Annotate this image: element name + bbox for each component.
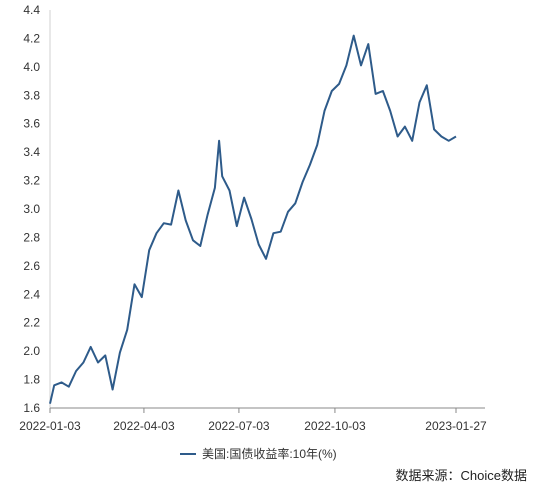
y-tick-label: 3.6 bbox=[23, 117, 40, 131]
y-tick-label: 4.2 bbox=[23, 31, 40, 45]
x-tick-label: 2022-10-03 bbox=[304, 419, 366, 433]
y-tick-label: 3.2 bbox=[23, 174, 40, 188]
x-tick-label: 2022-04-03 bbox=[113, 419, 175, 433]
y-tick-labels: 1.6 1.8 2.0 2.2 2.4 2.6 2.8 3.0 3.2 3.4 3.6 3.8 4.0 4… bbox=[23, 3, 40, 415]
legend-swatch bbox=[180, 452, 196, 455]
y-tick-label: 2.0 bbox=[23, 344, 40, 358]
y-tick-label: 2.6 bbox=[23, 259, 40, 273]
x-axis: 2022-01-03 2022-04-03 2022-07-03 2022-10-03… bbox=[19, 407, 487, 433]
y-tick-label: 3.0 bbox=[23, 202, 40, 216]
y-tick-label: 2.2 bbox=[23, 316, 40, 330]
x-tick-labels: 2022-01-03 2022-04-03 2022-07-03 2022-10-03… bbox=[19, 408, 487, 433]
data-source-note: 数据来源：Choice数据 bbox=[395, 468, 527, 483]
y-tick-label: 3.4 bbox=[23, 145, 40, 159]
y-tick-label: 4.4 bbox=[23, 3, 40, 17]
x-tick-label: 2022-01-03 bbox=[19, 419, 81, 433]
legend-label: 美国:国债收益率:10年(%) bbox=[202, 447, 337, 461]
series-line bbox=[49, 34, 457, 404]
y-tick-label: 2.4 bbox=[23, 287, 40, 301]
y-tick-label: 3.8 bbox=[23, 88, 40, 102]
x-tick-label: 2022-07-03 bbox=[208, 419, 270, 433]
y-tick-label: 1.8 bbox=[23, 373, 40, 387]
y-tick-label: 4.0 bbox=[23, 60, 40, 74]
y-axis: 1.6 1.8 2.0 2.2 2.4 2.6 2.8 3.0 3.2 3.4 3.6 3.8 4.0 4… bbox=[23, 3, 51, 415]
legend: 美国:国债收益率:10年(%) bbox=[180, 445, 337, 462]
y-tick-label: 2.8 bbox=[23, 230, 40, 244]
y-tick-label: 1.6 bbox=[23, 401, 40, 415]
x-tick-label: 2023-01-27 bbox=[425, 419, 487, 433]
